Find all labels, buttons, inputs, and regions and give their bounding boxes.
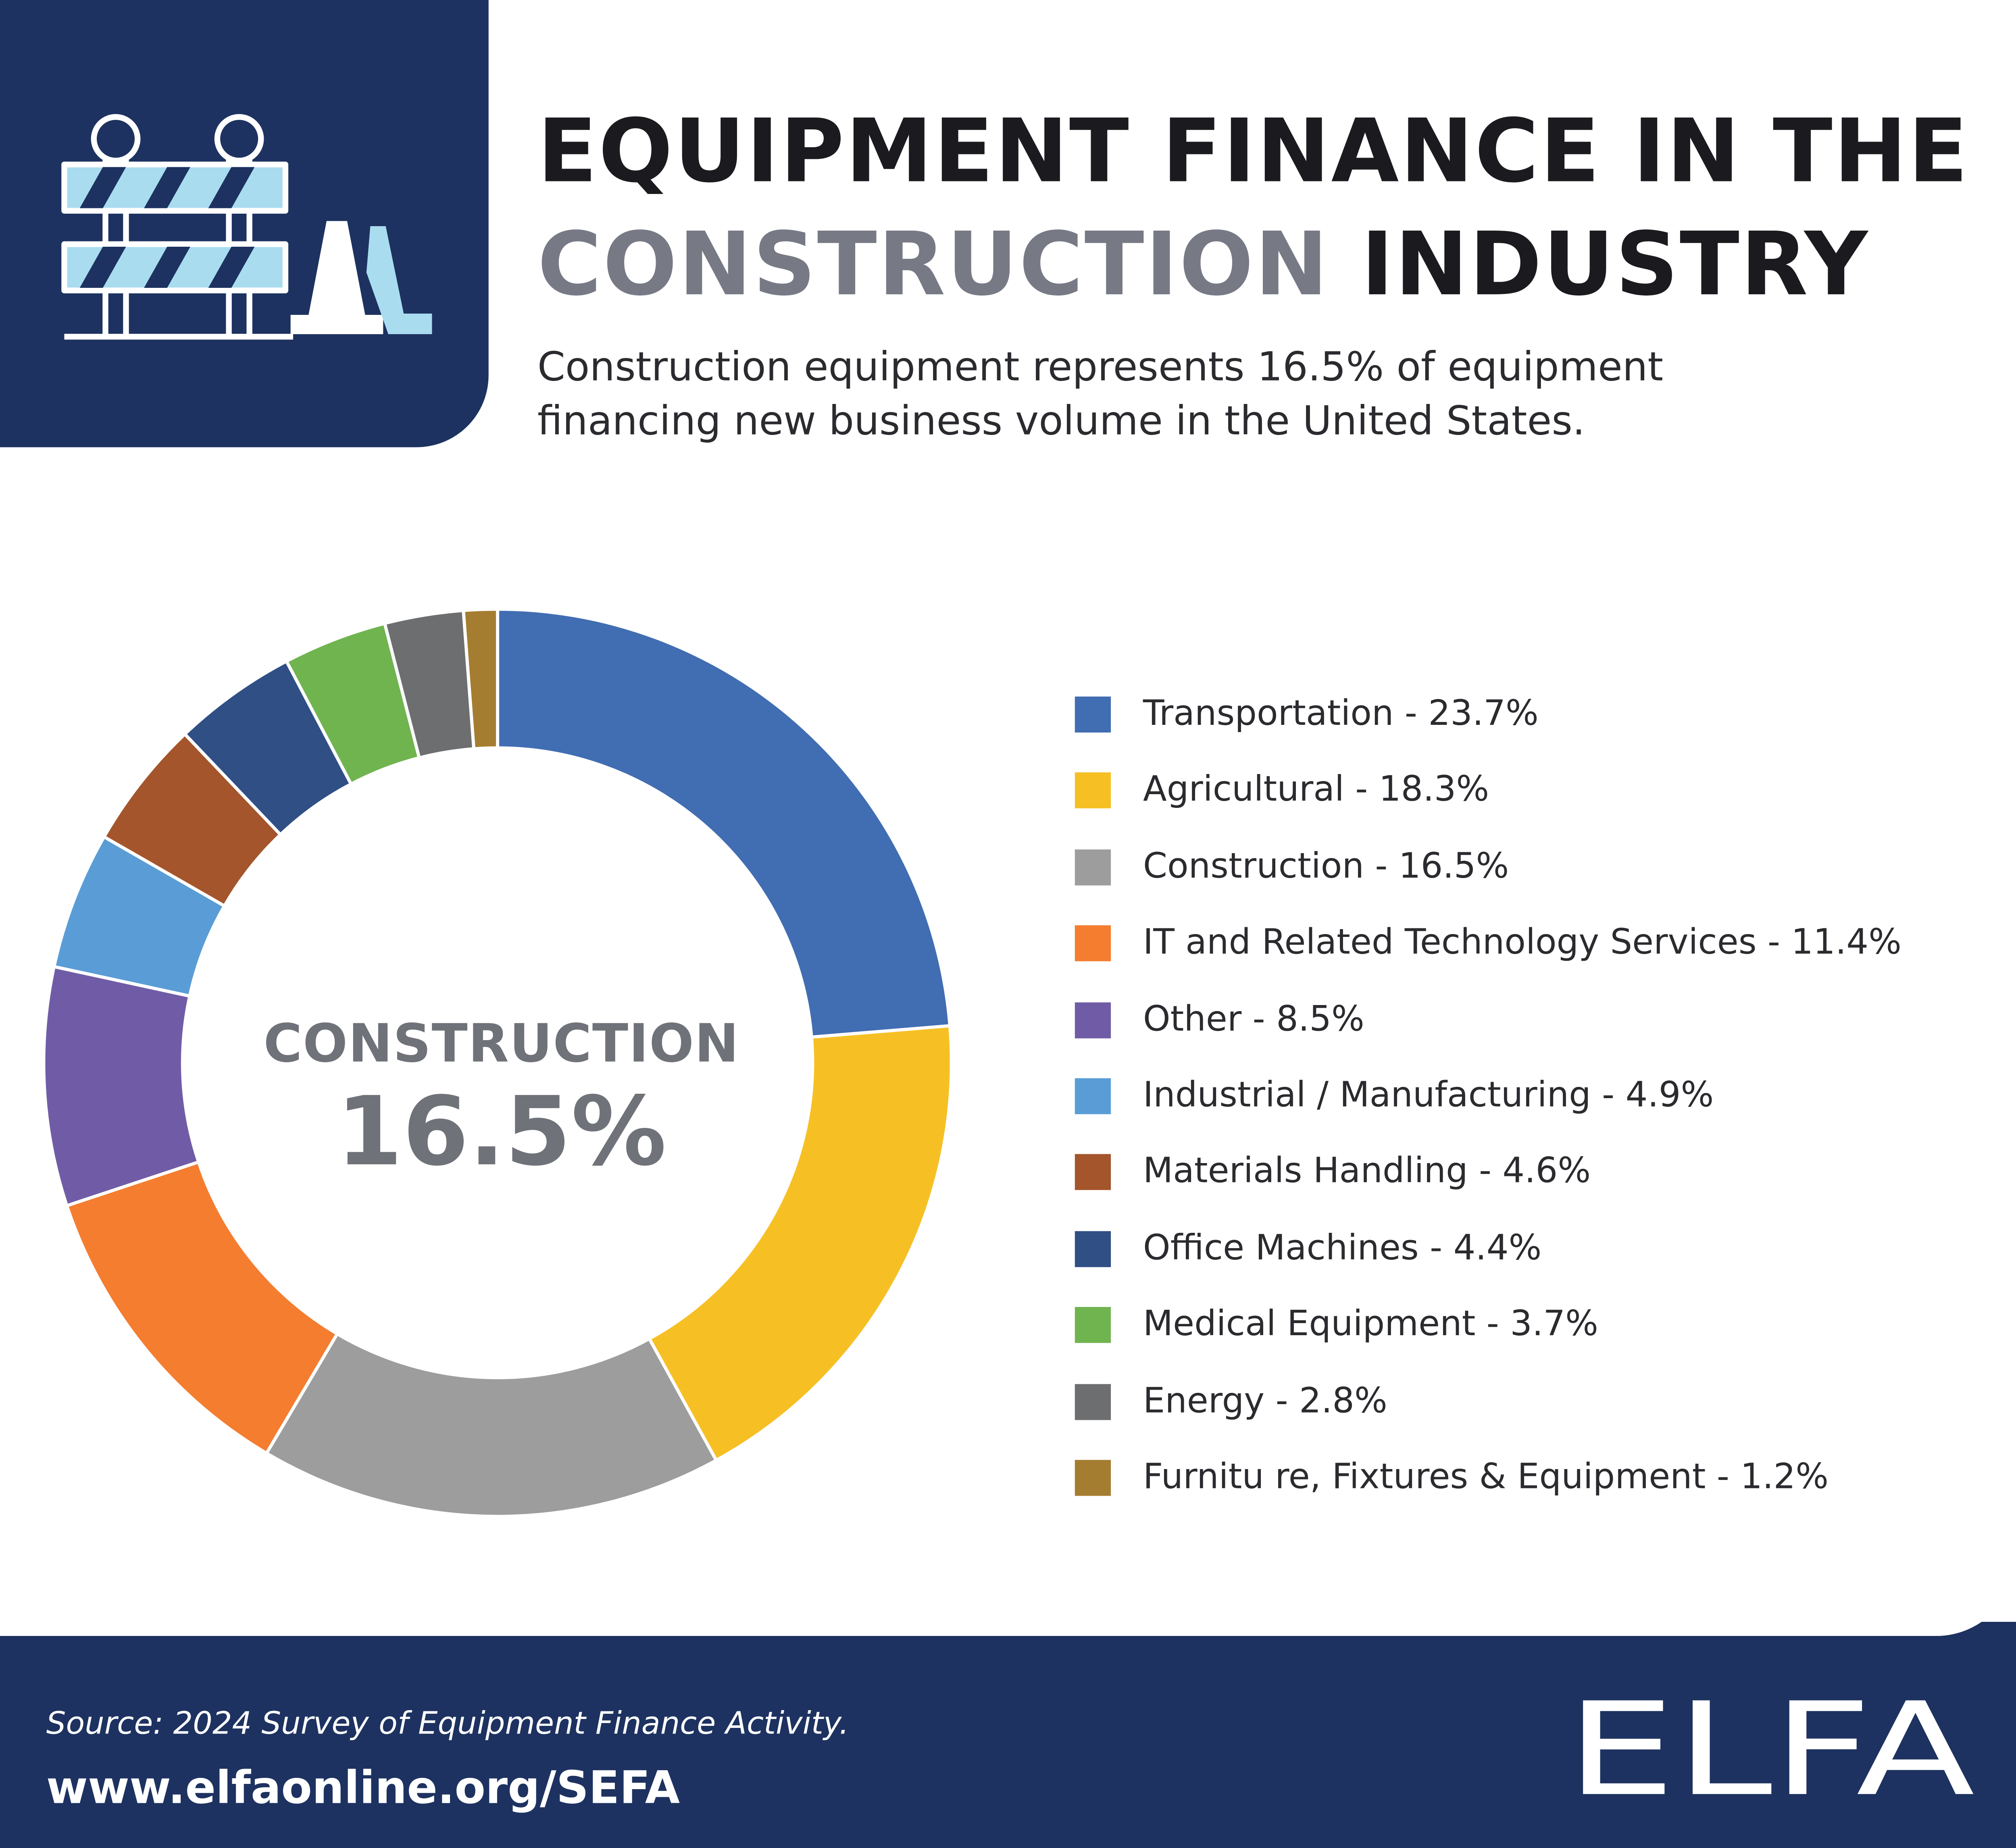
legend-label: Energy - 2.8%	[1143, 1381, 1387, 1421]
legend-swatch	[1075, 1154, 1111, 1190]
legend-label: Medical Equipment - 3.7%	[1143, 1304, 1598, 1344]
road-barrier-icon	[61, 114, 432, 340]
legend-swatch	[1075, 1307, 1111, 1343]
icon-panel	[0, 0, 489, 447]
legend-swatch	[1075, 1383, 1111, 1419]
legend-swatch	[1075, 925, 1111, 961]
legend-label: Office Machines - 4.4%	[1143, 1228, 1542, 1268]
legend-swatch	[1075, 773, 1111, 809]
footer-background	[0, 1621, 2016, 1848]
legend-label: Agricultural - 18.3%	[1143, 770, 1489, 810]
legend-swatch	[1075, 1078, 1111, 1114]
donut-slice-10	[461, 608, 500, 751]
legend-swatch	[1075, 1459, 1111, 1496]
donut-slice-0	[496, 608, 952, 1039]
donut-center-value: 16.5%	[336, 1077, 666, 1188]
source-note: Source: 2024 Survey of Equipment Finance…	[46, 1705, 849, 1742]
legend-label: Transportation - 23.7%	[1143, 694, 1539, 734]
donut-slice-4	[42, 964, 201, 1208]
legend-label: Industrial / Manufacturing - 4.9%	[1143, 1076, 1714, 1115]
donut-slice-2	[264, 1332, 719, 1518]
legend-swatch	[1075, 1231, 1111, 1267]
legend-label: IT and Related Technology Services - 11.…	[1143, 923, 1901, 963]
title-rest-word: INDUSTRY	[1361, 214, 1869, 316]
legend-swatch	[1075, 696, 1111, 733]
elfa-logo: ELFA	[1566, 1684, 1975, 1812]
legend-label: Materials Handling - 4.6%	[1143, 1152, 1591, 1192]
legend-swatch	[1075, 1002, 1111, 1038]
legend-label: Furnitu re, Fixtures & Equipment - 1.2%	[1143, 1457, 1829, 1497]
legend-label: Construction - 16.5%	[1143, 847, 1509, 887]
website-link[interactable]: www.elfaonline.org/SEFA	[46, 1763, 680, 1815]
donut-chart	[42, 608, 953, 1518]
page-title-line1: EQUIPMENT FINANCE IN THE	[537, 101, 1969, 203]
donut-slice-1	[647, 1024, 953, 1463]
donut-center-label: CONSTRUCTION	[263, 1012, 739, 1074]
legend-swatch	[1075, 849, 1111, 885]
legend-label: Other - 8.5%	[1143, 999, 1364, 1039]
page-title-line2: CONSTRUCTION INDUSTRY	[537, 222, 1869, 310]
title-accent-word: CONSTRUCTION	[537, 214, 1329, 316]
subtitle: Construction equipment represents 16.5% …	[537, 344, 1664, 445]
svg-text:ELFA: ELFA	[1566, 1684, 1975, 1812]
